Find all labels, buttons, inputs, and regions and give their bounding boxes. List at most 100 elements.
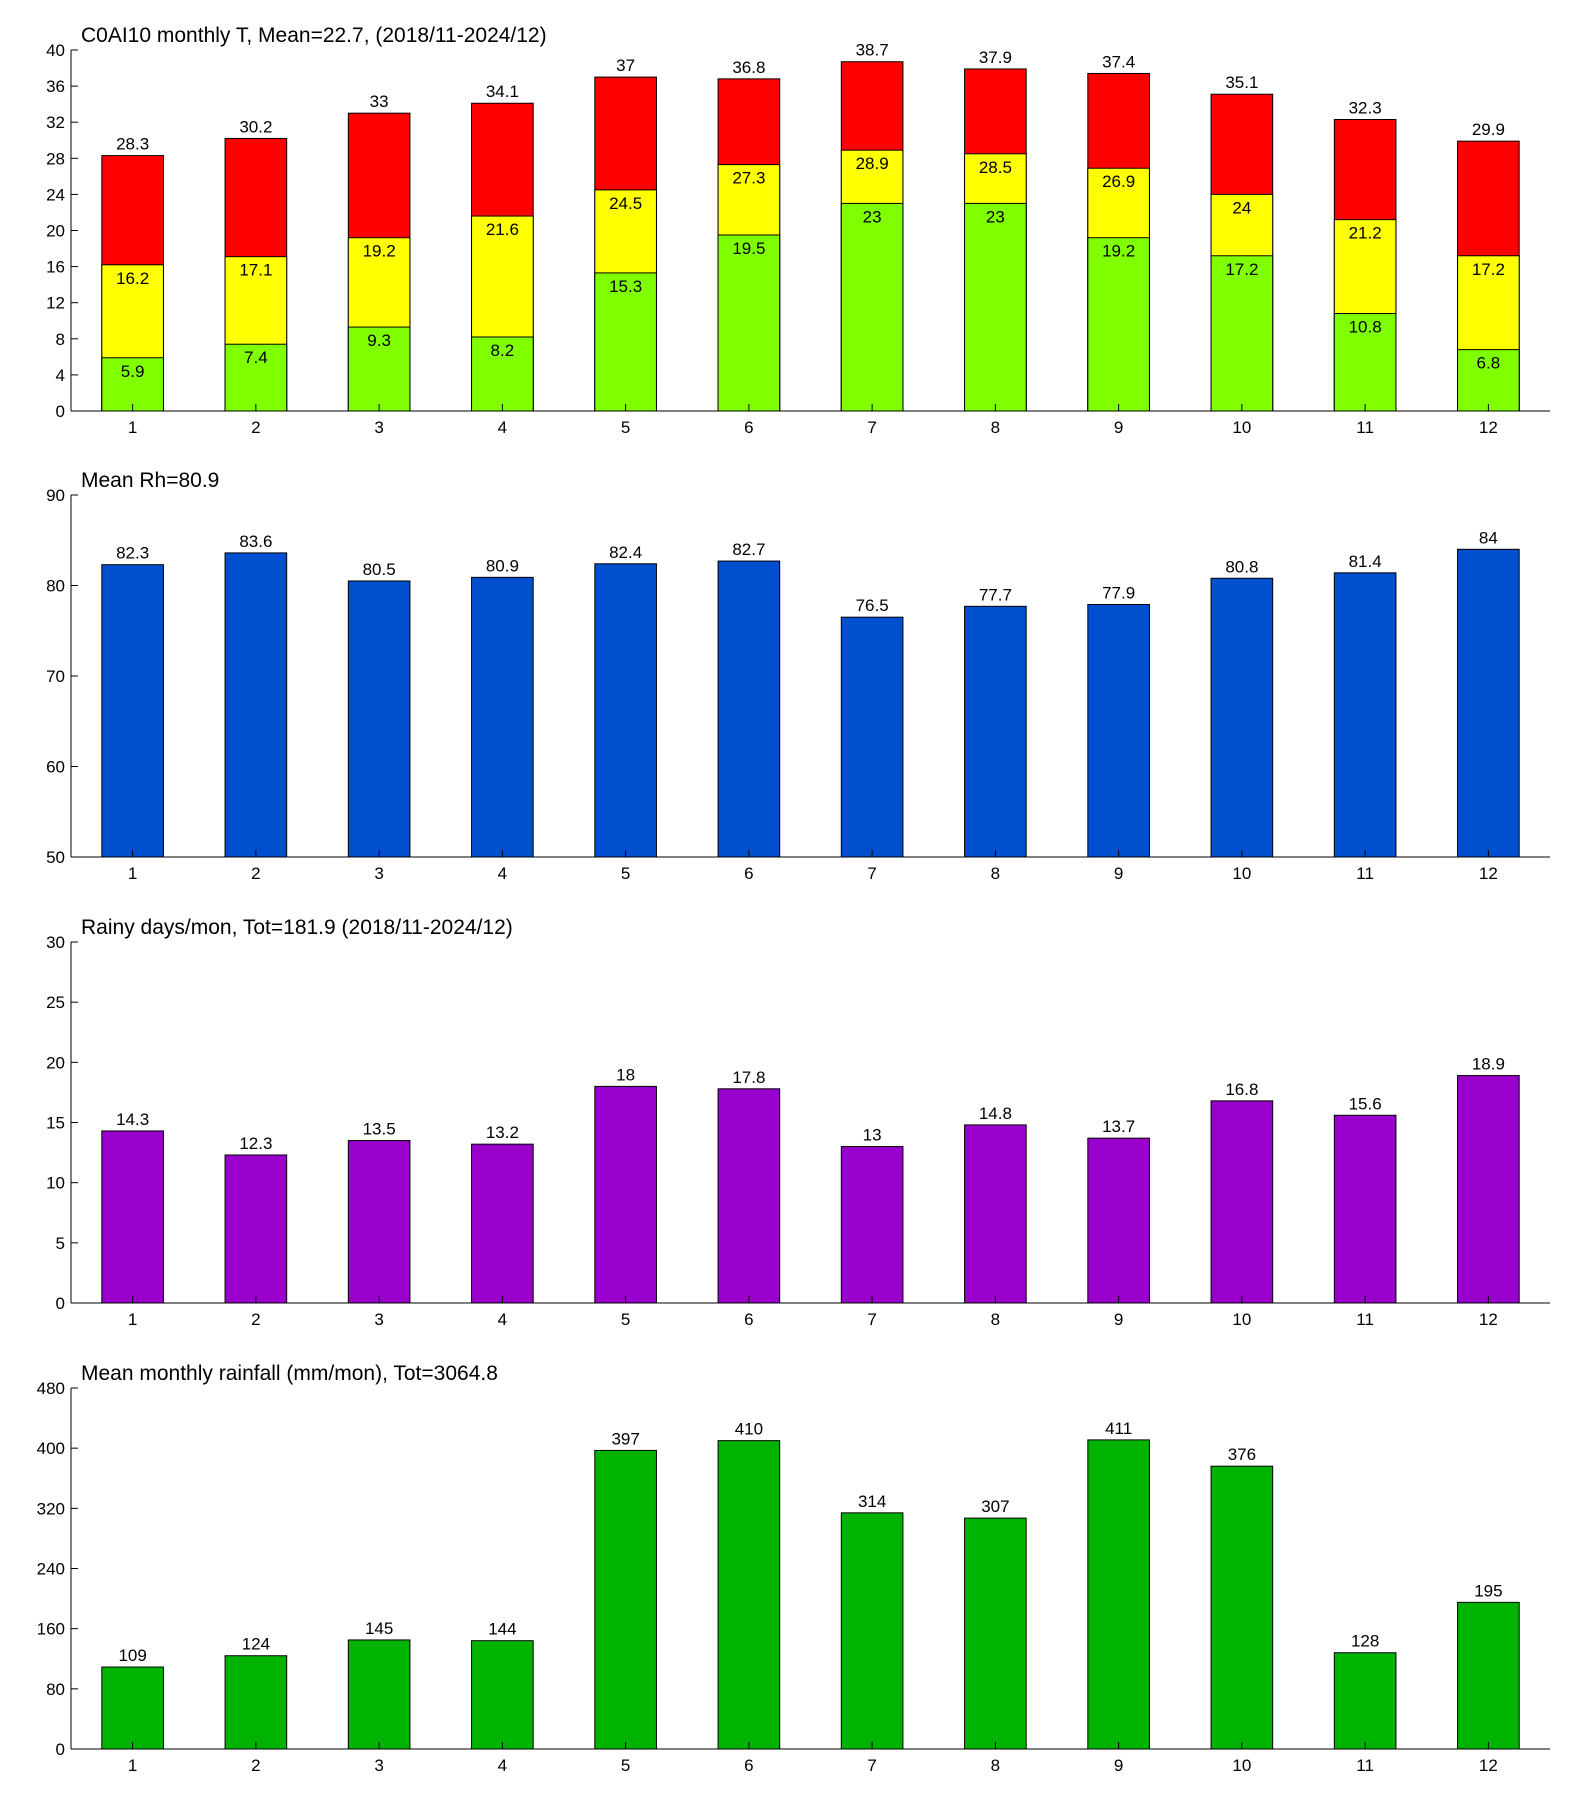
y-tick-label: 60 (46, 758, 65, 777)
y-tick-label: 80 (46, 577, 65, 596)
value-label: 376 (1228, 1445, 1256, 1464)
value-label: 8.2 (491, 341, 515, 360)
bar (840, 1512, 904, 1750)
value-label: 12.3 (239, 1134, 272, 1153)
x-tick-label: 10 (1232, 1310, 1251, 1329)
bar (101, 564, 164, 858)
value-label: 28.9 (856, 154, 889, 173)
value-label: 30.2 (239, 117, 272, 136)
value-label: 21.2 (1349, 224, 1382, 243)
x-tick-label: 1 (128, 864, 137, 883)
bar (224, 1655, 288, 1750)
x-tick-label: 4 (498, 864, 507, 883)
bar (1210, 1100, 1274, 1304)
x-tick-label: 4 (498, 418, 507, 437)
x-tick-label: 11 (1356, 1756, 1374, 1775)
value-label: 10.8 (1349, 318, 1382, 337)
bar (1333, 1652, 1397, 1750)
value-label: 128 (1351, 1632, 1379, 1651)
value-label: 410 (735, 1420, 763, 1439)
x-tick-label: 5 (621, 1310, 630, 1329)
bar (347, 326, 411, 412)
y-tick-label: 15 (46, 1114, 65, 1133)
chart-title: Mean monthly rainfall (mm/mon), Tot=3064… (81, 1362, 498, 1385)
value-label: 17.2 (1472, 260, 1505, 279)
bar (101, 1666, 164, 1750)
bar (1457, 1075, 1520, 1304)
x-tick-label: 3 (374, 864, 383, 883)
x-tick-label: 10 (1232, 864, 1251, 883)
y-tick-label: 20 (46, 1053, 65, 1072)
x-tick-label: 12 (1479, 1756, 1498, 1775)
bar (717, 1088, 781, 1304)
value-label: 77.7 (979, 585, 1012, 604)
value-label: 80.5 (363, 560, 396, 579)
value-label: 6.8 (1477, 354, 1501, 373)
x-tick-label: 6 (744, 1756, 753, 1775)
value-label: 16.2 (116, 269, 149, 288)
bar (347, 1140, 411, 1304)
value-label: 19.2 (363, 242, 396, 261)
bar (594, 1449, 657, 1750)
y-tick-label: 400 (37, 1439, 65, 1458)
value-label: 28.3 (116, 135, 149, 154)
value-label: 29.9 (1472, 120, 1505, 139)
bar (1333, 1114, 1397, 1304)
value-label: 19.2 (1102, 242, 1135, 261)
value-label: 23 (863, 207, 882, 226)
bar (594, 272, 657, 412)
value-label: 34.1 (486, 82, 519, 101)
y-tick-label: 40 (46, 41, 65, 60)
y-tick-label: 320 (37, 1499, 65, 1518)
y-tick-label: 24 (46, 185, 65, 204)
bar (1333, 572, 1397, 858)
value-label: 28.5 (979, 158, 1012, 177)
bar (1457, 1601, 1520, 1750)
value-label: 109 (118, 1646, 146, 1665)
x-tick-label: 5 (621, 864, 630, 883)
value-label: 37.4 (1102, 52, 1135, 71)
x-tick-label: 2 (251, 1310, 260, 1329)
value-label: 195 (1474, 1581, 1502, 1600)
y-tick-label: 0 (56, 1294, 65, 1313)
bar (840, 1146, 904, 1304)
value-label: 13.2 (486, 1123, 519, 1142)
bar (717, 234, 781, 412)
bar (1087, 604, 1150, 858)
y-tick-label: 8 (56, 330, 65, 349)
value-label: 5.9 (121, 362, 145, 381)
bar (717, 1440, 781, 1750)
bar (594, 563, 657, 858)
value-label: 23 (986, 207, 1005, 226)
y-tick-label: 240 (37, 1560, 65, 1579)
bar (964, 1124, 1027, 1304)
value-label: 13.5 (363, 1120, 396, 1139)
x-tick-label: 3 (374, 418, 383, 437)
value-label: 84 (1479, 528, 1498, 547)
bar (964, 605, 1027, 858)
x-tick-label: 9 (1114, 1756, 1123, 1775)
x-tick-label: 10 (1232, 418, 1251, 437)
y-tick-label: 10 (46, 1174, 65, 1193)
value-label: 24 (1232, 198, 1251, 217)
value-label: 21.6 (486, 220, 519, 239)
y-tick-label: 160 (37, 1620, 65, 1639)
bar (840, 616, 904, 858)
value-label: 314 (858, 1492, 886, 1511)
bar (471, 1640, 534, 1750)
x-tick-label: 8 (991, 864, 1000, 883)
x-tick-label: 7 (867, 864, 876, 883)
bar (224, 1154, 288, 1304)
value-label: 37 (616, 56, 635, 75)
x-tick-label: 5 (621, 418, 630, 437)
value-label: 7.4 (244, 348, 268, 367)
value-label: 17.2 (1225, 260, 1258, 279)
bar (594, 1085, 657, 1304)
value-label: 16.8 (1225, 1080, 1258, 1099)
x-tick-label: 8 (991, 1310, 1000, 1329)
x-tick-label: 2 (251, 418, 260, 437)
value-label: 80.8 (1225, 557, 1258, 576)
y-tick-label: 0 (56, 1740, 65, 1759)
value-label: 37.9 (979, 48, 1012, 67)
bar (1087, 237, 1150, 412)
